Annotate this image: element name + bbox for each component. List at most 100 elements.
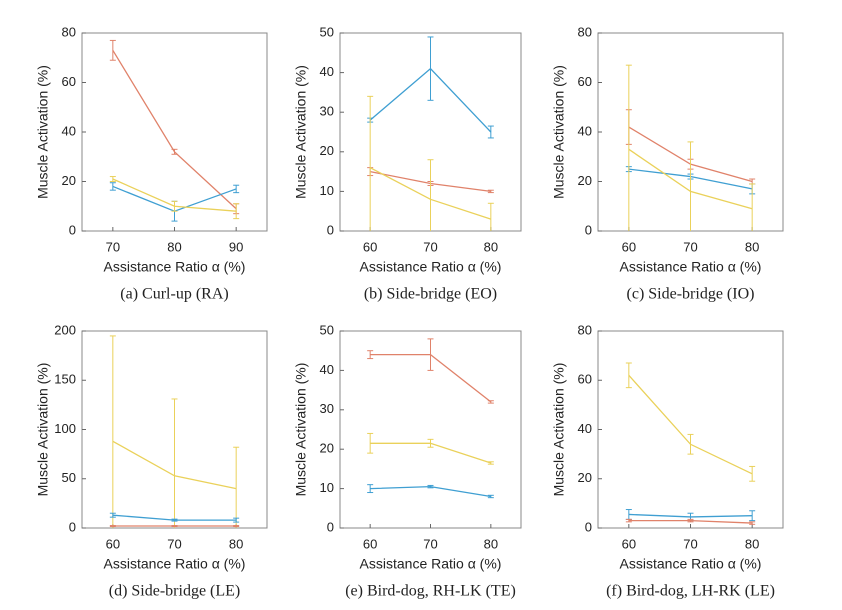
x-tick-label: 80 — [229, 536, 243, 551]
error-bar — [487, 202, 494, 231]
y-tick-label: 0 — [327, 519, 334, 534]
error-bar — [109, 176, 116, 182]
series-line — [112, 49, 237, 210]
panel: 0 20 40 60 80 60 70 80 Assistance Ratio α (%) Mus… — [551, 24, 784, 303]
y-tick-label: 80 — [62, 24, 76, 39]
x-axis-label: Assistance Ratio α (%) — [104, 556, 246, 572]
error-bar — [367, 432, 374, 454]
y-tick-label: 10 — [320, 183, 334, 198]
x-tick-label: 60 — [622, 239, 636, 254]
error-bar — [427, 438, 434, 448]
error-bar — [109, 335, 116, 528]
panel: 0 20 40 60 80 70 80 90 Assistance Ratio α (%) Mus… — [35, 24, 268, 303]
error-bar — [109, 182, 116, 191]
error-bar — [233, 184, 240, 194]
error-bar — [687, 518, 694, 523]
data-layer — [109, 335, 240, 528]
error-bar — [625, 362, 632, 389]
panel-caption: (f) Bird-dog, LH-RK (LE) — [606, 583, 775, 600]
y-tick-label: 80 — [578, 24, 592, 39]
data-layer — [625, 362, 756, 525]
x-tick-label: 80 — [484, 239, 498, 254]
error-bar — [687, 141, 694, 231]
error-bar — [233, 446, 240, 528]
y-tick-label: 40 — [578, 421, 592, 436]
panel: 0 10 20 30 40 50 60 70 80 Assistance Ratio α (%) M… — [293, 24, 522, 303]
x-tick-label: 60 — [622, 536, 636, 551]
error-bar — [171, 518, 178, 522]
y-tick-label: 20 — [578, 173, 592, 188]
error-bar — [109, 525, 116, 528]
error-bar — [171, 200, 178, 212]
y-tick-label: 10 — [320, 480, 334, 495]
y-tick-label: 0 — [69, 519, 76, 534]
panel-caption: (e) Bird-dog, RH-LK (TE) — [345, 583, 516, 600]
y-tick-label: 60 — [578, 74, 592, 89]
y-axis-label: Muscle Activation (%) — [293, 363, 309, 497]
error-bar — [749, 465, 756, 482]
y-tick-label: 40 — [62, 123, 76, 138]
x-tick-label: 80 — [167, 239, 181, 254]
x-axis-label: Assistance Ratio α (%) — [620, 556, 762, 572]
x-axis-label: Assistance Ratio α (%) — [360, 556, 502, 572]
error-bar — [109, 39, 116, 61]
y-tick-label: 20 — [578, 470, 592, 485]
y-axis-label: Muscle Activation (%) — [293, 65, 309, 199]
error-bar — [367, 350, 374, 360]
x-axis-label: Assistance Ratio α (%) — [620, 259, 762, 275]
error-bar — [487, 400, 494, 404]
y-tick-label: 0 — [69, 222, 76, 237]
error-bar — [625, 64, 632, 231]
y-tick-label: 40 — [320, 362, 334, 377]
y-tick-label: 0 — [327, 222, 334, 237]
y-tick-label: 150 — [54, 372, 76, 387]
y-tick-label: 50 — [320, 322, 334, 337]
x-tick-label: 80 — [484, 536, 498, 551]
x-tick-label: 70 — [683, 239, 697, 254]
error-bar — [427, 338, 434, 371]
y-axis-label: Muscle Activation (%) — [551, 363, 567, 497]
y-tick-label: 60 — [578, 372, 592, 387]
error-bar — [625, 518, 632, 523]
plot-frame — [597, 330, 784, 529]
x-tick-label: 90 — [229, 239, 243, 254]
x-tick-label: 80 — [745, 239, 759, 254]
y-tick-label: 20 — [320, 441, 334, 456]
x-tick-label: 70 — [423, 239, 437, 254]
error-bar — [233, 525, 240, 528]
y-tick-label: 30 — [320, 104, 334, 119]
error-bar — [487, 125, 494, 139]
error-bar — [109, 512, 116, 518]
panel-caption: (a) Curl-up (RA) — [120, 286, 228, 303]
y-axis-label: Muscle Activation (%) — [551, 65, 567, 199]
y-tick-label: 60 — [62, 74, 76, 89]
data-layer — [109, 39, 240, 222]
x-axis-label: Assistance Ratio α (%) — [104, 259, 246, 275]
y-axis-label: Muscle Activation (%) — [35, 65, 51, 199]
y-tick-label: 30 — [320, 401, 334, 416]
panel-caption: (d) Side-bridge (LE) — [109, 583, 241, 600]
error-bar — [171, 525, 178, 528]
error-bar — [171, 148, 178, 155]
error-bar — [427, 159, 434, 231]
x-tick-label: 70 — [167, 536, 181, 551]
x-tick-label: 70 — [106, 239, 120, 254]
y-tick-label: 40 — [578, 123, 592, 138]
error-bar — [749, 521, 756, 525]
panel: 0 10 20 30 40 50 60 70 80 Assistance Ratio α (%) M… — [293, 322, 522, 600]
panel-caption: (c) Side-bridge (IO) — [627, 286, 755, 303]
error-bar — [233, 203, 240, 220]
y-tick-label: 80 — [578, 322, 592, 337]
error-bar — [233, 517, 240, 523]
y-tick-label: 50 — [62, 470, 76, 485]
error-bar — [367, 484, 374, 494]
error-bar — [427, 484, 434, 489]
y-tick-label: 0 — [585, 222, 592, 237]
y-tick-label: 0 — [585, 519, 592, 534]
panel: 0 20 40 60 80 60 70 80 Assistance Ratio α (%) Mus… — [551, 322, 784, 600]
y-tick-label: 20 — [320, 143, 334, 158]
error-bar — [487, 494, 494, 499]
y-tick-label: 200 — [54, 322, 76, 337]
x-tick-label: 70 — [683, 536, 697, 551]
error-bar — [687, 433, 694, 455]
